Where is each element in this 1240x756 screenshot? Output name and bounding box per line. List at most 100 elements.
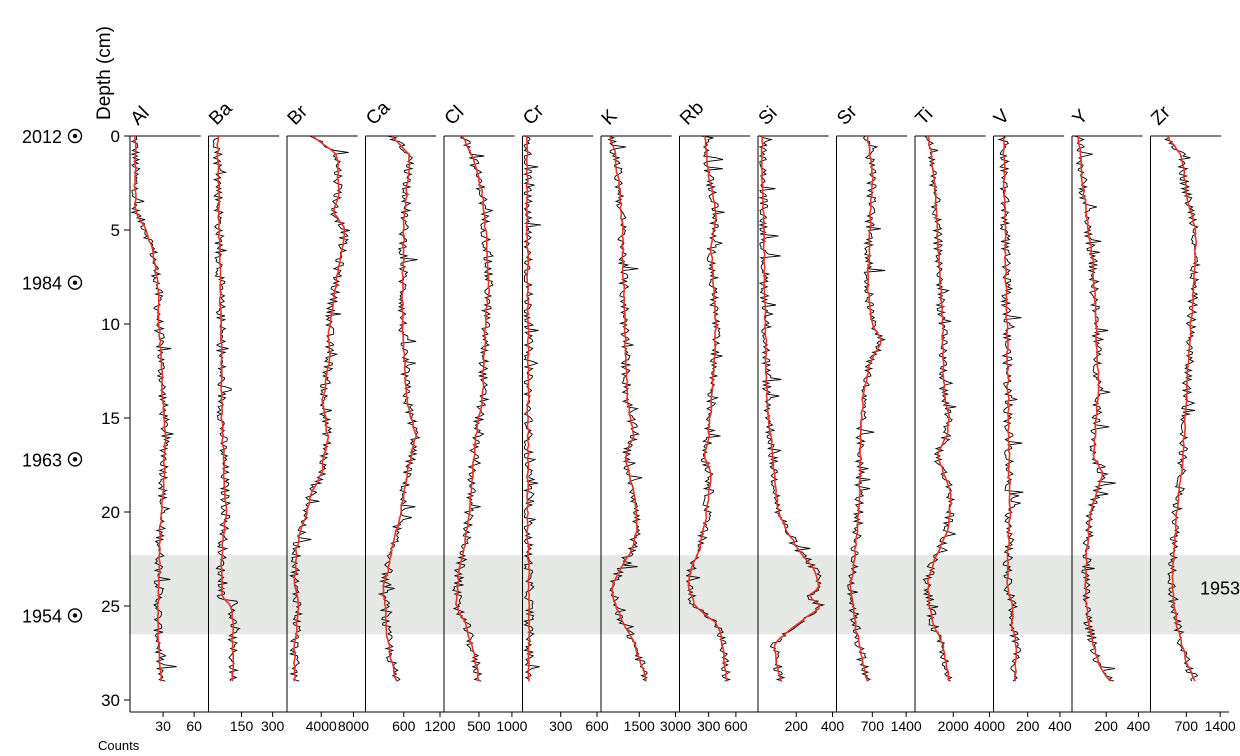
track-tick-label: 700 xyxy=(1175,718,1199,734)
smoothed-series-line xyxy=(292,135,346,682)
raw-series-line xyxy=(1074,135,1116,682)
track-si: Si 200 400 xyxy=(755,103,845,734)
counts-axis-label: Counts xyxy=(98,738,140,753)
raw-series-line xyxy=(451,135,495,682)
raw-series-line xyxy=(607,135,648,682)
track-zr: Zr 700 1400 xyxy=(1147,102,1236,734)
date-marker-icon xyxy=(67,452,83,467)
track-v: V 200 400 xyxy=(990,105,1072,734)
smoothed-series-line xyxy=(687,135,729,682)
raw-series-line xyxy=(997,135,1024,682)
track-element-label: Al xyxy=(127,103,154,130)
track-y: Y 200 400 xyxy=(1069,105,1151,734)
track-element-label: Ba xyxy=(205,98,237,130)
track-tick-label: 200 xyxy=(1095,718,1119,734)
track-tick-label: 300 xyxy=(549,718,573,734)
track-tick-label: 600 xyxy=(585,718,609,734)
smoothed-series-line xyxy=(216,135,235,682)
raw-series-line xyxy=(922,135,957,682)
track-tick-label: 300 xyxy=(261,718,285,734)
track-tick-label: 400 xyxy=(1127,718,1151,734)
date-marker-icon xyxy=(67,128,83,144)
smoothed-series-line xyxy=(382,135,418,682)
raw-series-line xyxy=(685,135,732,682)
raw-series-line xyxy=(758,135,826,682)
track-element-label: Ti xyxy=(912,104,938,130)
track-k: K 1500 3000 xyxy=(598,105,692,734)
track-tick-label: 300 xyxy=(697,718,721,734)
smoothed-series-line xyxy=(1166,135,1197,682)
depth-tick-label: 25 xyxy=(101,597,120,616)
date-marker-label: 1954 xyxy=(22,606,62,626)
track-tick-label: 8000 xyxy=(338,718,369,734)
track-element-label: Zr xyxy=(1147,102,1175,130)
track-cr: Cr 300 600 xyxy=(519,100,609,734)
track-cl: Cl 500 1000 xyxy=(441,102,528,734)
track-element-label: Cl xyxy=(441,102,469,130)
smoothed-series-line xyxy=(455,135,491,682)
track-tick-label: 3000 xyxy=(660,718,691,734)
track-tick-label: 400 xyxy=(821,718,845,734)
track-element-label: Ca xyxy=(362,97,394,129)
track-element-label: Rb xyxy=(676,98,708,130)
track-tick-label: 150 xyxy=(230,718,254,734)
track-sr: Sr 700 1400 xyxy=(833,101,922,734)
track-element-label: K xyxy=(598,105,622,129)
date-marker-dot xyxy=(72,280,78,285)
shaded-band-label: 1953 xyxy=(1200,579,1240,599)
date-marker-dot xyxy=(72,613,78,618)
track-tick-label: 4000 xyxy=(306,718,337,734)
date-marker-dot xyxy=(72,133,78,139)
depth-tick-label: 10 xyxy=(101,315,120,334)
depth-tick-label: 0 xyxy=(111,127,120,146)
shaded-band xyxy=(130,555,1240,635)
track-tick-label: 1400 xyxy=(891,718,922,734)
raw-series-line xyxy=(377,135,421,682)
track-element-label: Sr xyxy=(833,101,862,130)
track-br: Br 4000 8000 xyxy=(284,101,370,734)
smoothed-series-line xyxy=(760,135,820,682)
track-tick-label: 1500 xyxy=(624,718,655,734)
track-element-label: Y xyxy=(1069,105,1093,129)
track-ba: Ba 150 300 xyxy=(205,98,287,734)
track-element-label: V xyxy=(990,105,1014,129)
depth-tick-label: 30 xyxy=(101,691,120,710)
date-marker-dot xyxy=(72,457,78,462)
smoothed-series-line xyxy=(1002,135,1018,682)
depth-axis-layer: Depth (cm) Counts 0 5 10 15 20 25 30 xyxy=(94,26,140,753)
track-tick-label: 4000 xyxy=(974,718,1005,734)
depth-tick-label: 5 xyxy=(111,221,120,240)
smoothed-series-line xyxy=(609,135,647,682)
smoothed-series-line xyxy=(849,135,882,682)
track-tick-label: 500 xyxy=(467,718,491,734)
raw-series-line xyxy=(1164,135,1201,682)
smoothed-series-line xyxy=(133,135,167,682)
smoothed-series-line xyxy=(1077,135,1111,682)
track-tick-label: 600 xyxy=(392,718,416,734)
date-markers-layer: 2012 1984 1963 1954 xyxy=(22,127,83,626)
depth-tick-label: 15 xyxy=(101,409,120,428)
track-element-label: Si xyxy=(755,103,782,130)
raw-series-line xyxy=(288,135,350,682)
track-element-label: Cr xyxy=(519,100,549,130)
track-tick-label: 600 xyxy=(724,718,748,734)
date-marker-label: 1984 xyxy=(22,274,62,294)
track-element-label: Br xyxy=(284,101,313,130)
depth-tick-label: 20 xyxy=(101,503,120,522)
date-marker-icon xyxy=(67,275,83,290)
track-tick-label: 1000 xyxy=(496,718,527,734)
track-al: Al 30 60 xyxy=(127,103,209,734)
track-tick-label: 200 xyxy=(785,718,809,734)
track-rb: Rb 300 600 xyxy=(676,98,758,734)
track-tick-label: 1200 xyxy=(424,718,455,734)
track-ti: Ti 2000 4000 xyxy=(912,104,1006,734)
depth-axis-label: Depth (cm) xyxy=(94,26,115,120)
shaded-band-layer: 1953 xyxy=(130,555,1240,635)
smoothed-series-line xyxy=(525,135,531,682)
track-tick-label: 400 xyxy=(1048,718,1072,734)
track-tick-label: 1400 xyxy=(1205,718,1236,734)
track-ca: Ca 600 1200 xyxy=(362,97,456,734)
track-tick-label: 30 xyxy=(155,718,171,734)
